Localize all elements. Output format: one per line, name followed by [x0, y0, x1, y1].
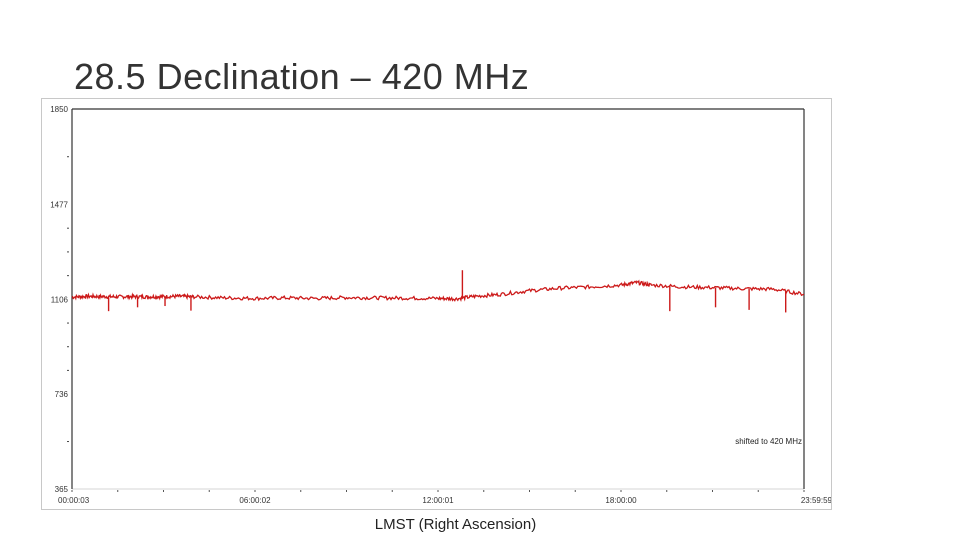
slide-title: 28.5 Declination – 420 MHz — [74, 56, 530, 97]
y-tick-label: 365 — [55, 485, 69, 494]
x-tick-label: 23:59:59 — [801, 496, 831, 505]
y-tick-label: 1850 — [50, 105, 68, 114]
chart-panel: 1850 1477 1106 736 365 00:00:03 06:00:02 12:00:… — [41, 98, 832, 510]
x-tick-label: 00:00:03 — [58, 496, 90, 505]
chart-axes — [67, 108, 805, 492]
line-chart: 1850 1477 1106 736 365 00:00:03 06:00:02 12:00:… — [50, 105, 831, 505]
y-tick-label: 1106 — [51, 295, 69, 304]
chart-annotation: shifted to 420 MHz — [735, 437, 802, 446]
chart-series — [71, 270, 805, 313]
x-tick-label: 18:00:00 — [605, 496, 637, 505]
y-tick-label: 1477 — [50, 200, 68, 209]
x-tick-label: 06:00:02 — [239, 496, 271, 505]
chart-labels: 1850 1477 1106 736 365 00:00:03 06:00:02 12:00:… — [50, 105, 831, 505]
x-tick-label: 12:00:01 — [422, 496, 454, 505]
y-tick-label: 736 — [55, 390, 69, 399]
signal-line — [71, 279, 805, 303]
x-axis-label: LMST (Right Ascension) — [374, 516, 537, 533]
